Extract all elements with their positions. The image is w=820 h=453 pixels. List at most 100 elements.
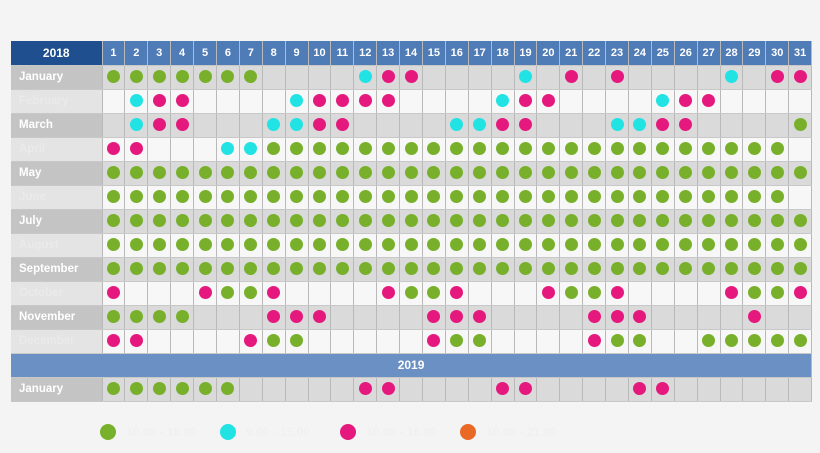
shift-dot [129, 382, 143, 396]
day-cell [674, 305, 698, 330]
day-cell [559, 281, 584, 306]
day-cell [170, 305, 195, 330]
day-cell [124, 209, 149, 234]
shift-dot [106, 382, 120, 396]
shift-dot [198, 190, 212, 204]
shift-dot [610, 166, 624, 180]
shift-dot [335, 94, 349, 108]
day-cell [468, 185, 492, 210]
day-cell [605, 65, 629, 90]
shift-dot [290, 94, 304, 108]
day-cell [742, 185, 767, 210]
day-cell [102, 257, 126, 282]
shift-dot [129, 70, 143, 84]
day-cell [353, 65, 378, 90]
day-cell [582, 65, 607, 90]
shift-dot [633, 142, 647, 156]
shift-dot [518, 166, 532, 180]
day-header: 17 [468, 41, 492, 66]
day-cell [124, 377, 149, 402]
day-header: 20 [536, 41, 561, 66]
day-cell [308, 305, 332, 330]
shift-dot [496, 118, 510, 132]
day-cell [285, 137, 309, 162]
shift-dot [702, 94, 716, 108]
day-header: 1 [102, 41, 126, 66]
day-header: 15 [422, 41, 446, 66]
shift-dot [106, 142, 120, 156]
day-cell [170, 281, 195, 306]
day-cell [422, 281, 446, 306]
day-cell [468, 305, 492, 330]
day-cell [216, 89, 240, 114]
day-cell [674, 209, 698, 234]
shift-dot [152, 166, 166, 180]
day-cell [147, 65, 172, 90]
day-cell [628, 89, 652, 114]
shift-dot [793, 334, 807, 348]
day-cell [285, 65, 309, 90]
shift-dot [679, 262, 693, 276]
day-cell [605, 161, 629, 186]
shift-dot [129, 190, 143, 204]
day-cell [742, 281, 767, 306]
day-cell [765, 209, 790, 234]
shift-dot [747, 238, 761, 252]
shift-dot [221, 142, 235, 156]
day-cell [216, 209, 240, 234]
shift-dot [633, 166, 647, 180]
day-cell [353, 209, 378, 234]
shift-dot [267, 166, 281, 180]
day-cell [765, 257, 790, 282]
shift-dot [358, 262, 372, 276]
day-cell [628, 137, 652, 162]
shift-dot [793, 70, 807, 84]
day-cell [285, 305, 309, 330]
day-cell [491, 89, 515, 114]
shift-dot [358, 166, 372, 180]
day-cell [147, 281, 172, 306]
shift-dot [518, 70, 532, 84]
day-cell [674, 377, 698, 402]
shift-dot [496, 262, 510, 276]
day-header: 6 [216, 41, 240, 66]
legend-item-orange: 10.00 - 21.00 [460, 424, 580, 440]
shift-dot [793, 262, 807, 276]
shift-dot [152, 190, 166, 204]
shift-dot [724, 166, 738, 180]
shift-dot [244, 190, 258, 204]
month-label: June [11, 185, 103, 210]
shift-dot [106, 286, 120, 300]
shift-dot [633, 334, 647, 348]
shift-dot [610, 238, 624, 252]
shift-dot [587, 166, 601, 180]
shift-dot [496, 382, 510, 396]
day-cell [514, 185, 538, 210]
day-cell [239, 377, 263, 402]
shift-dot [770, 142, 784, 156]
shift-dot [129, 118, 143, 132]
day-cell [170, 137, 195, 162]
day-cell [124, 137, 149, 162]
day-cell [147, 329, 172, 354]
shift-dot [496, 190, 510, 204]
day-cell [216, 377, 240, 402]
day-cell [628, 257, 652, 282]
shift-dot [358, 238, 372, 252]
shift-dot [152, 382, 166, 396]
day-cell [605, 113, 629, 138]
shift-dot [404, 142, 418, 156]
day-cell [445, 209, 469, 234]
shift-dot [496, 94, 510, 108]
day-header: 18 [491, 41, 515, 66]
day-cell [559, 305, 584, 330]
day-cell [697, 113, 721, 138]
shift-dot [198, 382, 212, 396]
day-cell [788, 257, 813, 282]
day-cell [788, 305, 813, 330]
day-cell [124, 185, 149, 210]
day-cell [216, 257, 240, 282]
day-cell [697, 305, 721, 330]
month-row: April [11, 137, 813, 162]
day-cell [216, 233, 240, 258]
